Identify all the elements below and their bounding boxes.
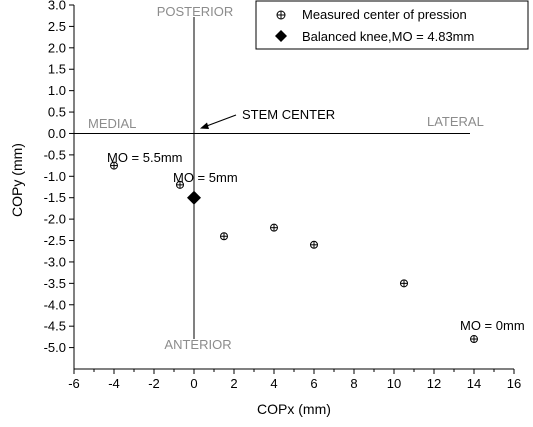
- label-medial: MEDIAL: [88, 116, 136, 131]
- legend-frame: [255, 0, 529, 50]
- y-tick-label: 2.5: [48, 19, 66, 34]
- y-tick-label: -2.5: [44, 233, 66, 248]
- label-mo-5-5: MO = 5.5mm: [107, 150, 183, 165]
- y-tick-labels: 3.0 2.5 2.0 1.5 1.0 0.5 0.0 -0.5 -1.0 -1.5 -2.0 -2.…: [44, 0, 66, 355]
- data-point-measured: [220, 232, 228, 241]
- y-tick-label: -5.0: [44, 340, 66, 355]
- y-tick-label: -2.0: [44, 212, 66, 227]
- x-tick-label: -4: [108, 376, 120, 391]
- data-point-measured: [400, 279, 408, 288]
- y-axis-title: COPy (mm): [9, 143, 25, 217]
- data-point-balanced-knee: [187, 190, 201, 205]
- x-tick-label: 0: [190, 376, 197, 391]
- legend-marker-measured: [276, 10, 286, 20]
- label-posterior: POSTERIOR: [157, 4, 234, 19]
- data-point-measured: [270, 223, 278, 232]
- x-tick-labels: -6 -4 -2 0 2 4 6 8 10 12 14 16: [68, 376, 521, 391]
- x-tick-label: 8: [350, 376, 357, 391]
- y-tick-label: -3.5: [44, 276, 66, 291]
- y-tick-label: 3.0: [48, 0, 66, 13]
- label-stem-center: STEM CENTER: [242, 107, 335, 122]
- y-tick-label: -4.5: [44, 319, 66, 334]
- legend-marker-balanced: [275, 30, 287, 42]
- y-tick-label: 2.0: [48, 40, 66, 55]
- x-tick-label: 2: [230, 376, 237, 391]
- data-point-measured: [110, 161, 118, 170]
- label-lateral: LATERAL: [427, 114, 484, 129]
- x-tick-label: 12: [427, 376, 441, 391]
- y-tick-label: -1.5: [44, 190, 66, 205]
- y-tick-label: -0.5: [44, 147, 66, 162]
- label-mo-0: MO = 0mm: [460, 318, 525, 333]
- x-tick-label: -2: [148, 376, 160, 391]
- label-mo-5: MO = 5mm: [173, 170, 238, 185]
- reference-lines: [74, 17, 470, 339]
- legend-label-balanced: Balanced knee,MO = 4.83mm: [302, 29, 474, 44]
- x-axis-title: COPx (mm): [257, 401, 331, 417]
- x-tick-label: 4: [270, 376, 277, 391]
- data-point-measured: [310, 240, 318, 249]
- y-tick-label: -1.0: [44, 169, 66, 184]
- y-tick-label: 1.0: [48, 83, 66, 98]
- data-points: [110, 161, 478, 344]
- y-tick-label: 0.5: [48, 105, 66, 120]
- x-tick-label: -6: [68, 376, 80, 391]
- x-tick-label: 10: [387, 376, 401, 391]
- data-point-measured: [176, 180, 184, 189]
- stem-center-arrow: [200, 114, 237, 129]
- tick-marks: [69, 4, 515, 374]
- y-tick-label: -3.0: [44, 254, 66, 269]
- y-tick-label: -4.0: [44, 297, 66, 312]
- label-anterior: ANTERIOR: [164, 337, 231, 352]
- legend: Measured center of pression Balanced kne…: [255, 0, 529, 50]
- axes: [73, 5, 514, 370]
- x-tick-label: 6: [310, 376, 317, 391]
- y-tick-label: 0.0: [48, 126, 66, 141]
- x-tick-label: 16: [507, 376, 521, 391]
- y-tick-label: 1.5: [48, 62, 66, 77]
- data-point-measured: [470, 335, 478, 344]
- legend-label-measured: Measured center of pression: [302, 7, 467, 22]
- x-tick-label: 14: [467, 376, 481, 391]
